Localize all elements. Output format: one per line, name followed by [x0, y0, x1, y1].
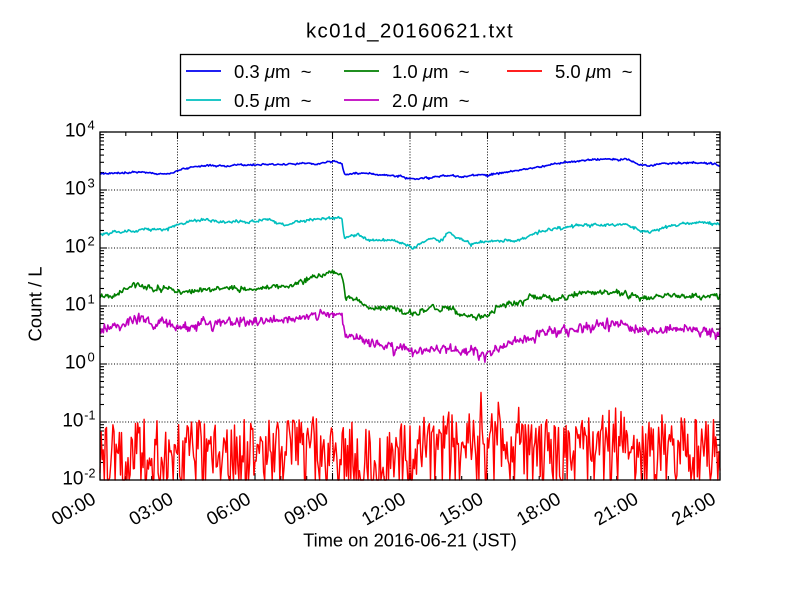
svg-text:1: 1 [88, 292, 95, 307]
svg-text:2: 2 [88, 234, 95, 249]
svg-text:5.0 μm ~: 5.0 μm ~ [555, 61, 633, 82]
svg-text:10: 10 [62, 469, 83, 490]
svg-text:10: 10 [65, 179, 86, 200]
svg-text:1.0 μm ~: 1.0 μm ~ [392, 61, 470, 82]
svg-text:Count / L: Count / L [25, 266, 46, 341]
svg-text:0.3 μm ~: 0.3 μm ~ [234, 61, 312, 82]
svg-text:2.0 μm ~: 2.0 μm ~ [392, 90, 470, 111]
svg-text:-1: -1 [84, 409, 95, 423]
svg-text:0.5 μm ~: 0.5 μm ~ [234, 90, 312, 111]
svg-text:0: 0 [88, 350, 95, 365]
svg-text:10: 10 [65, 353, 86, 374]
svg-text:10: 10 [65, 295, 86, 316]
svg-text:10: 10 [65, 237, 86, 258]
svg-text:3: 3 [88, 176, 95, 191]
svg-text:10: 10 [62, 411, 83, 432]
svg-text:-2: -2 [84, 467, 95, 481]
svg-text:kc01d_20160621.txt: kc01d_20160621.txt [306, 20, 514, 43]
svg-text:10: 10 [65, 121, 86, 142]
svg-text:4: 4 [88, 118, 95, 133]
svg-text:Time on 2016-06-21 (JST): Time on 2016-06-21 (JST) [303, 529, 517, 550]
